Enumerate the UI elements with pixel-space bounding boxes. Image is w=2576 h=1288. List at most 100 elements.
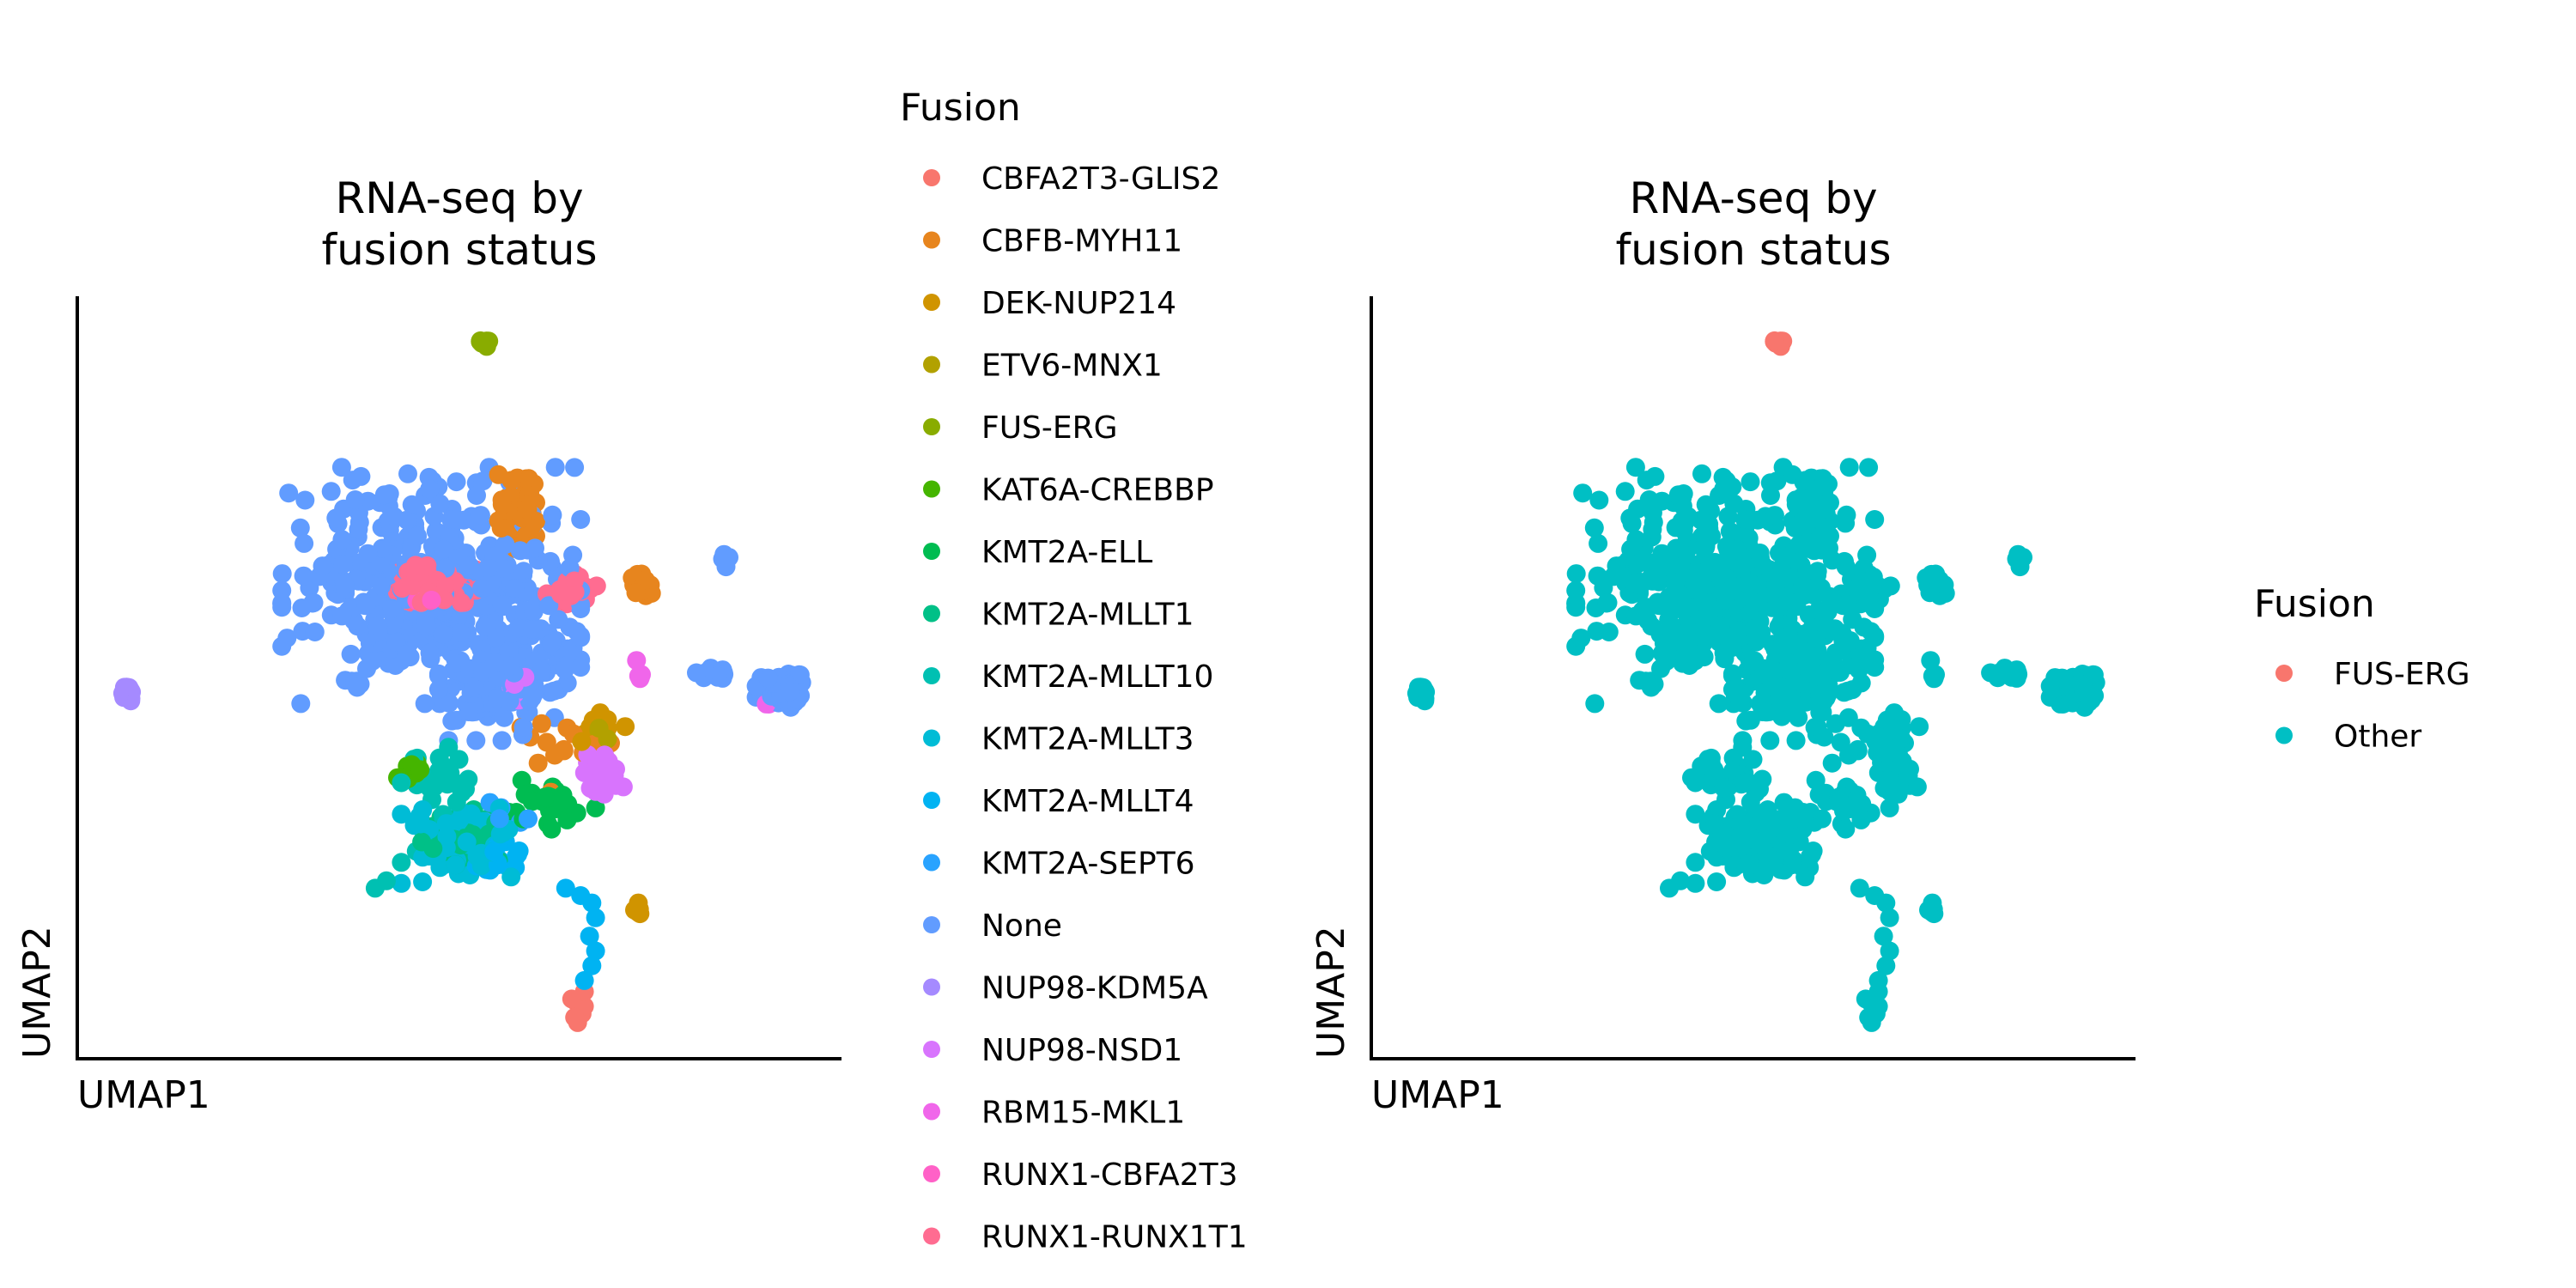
legend-label: CBFB-MYH11 xyxy=(981,224,1182,259)
scatter-point xyxy=(1686,773,1705,793)
scatter-point xyxy=(1767,471,1787,491)
scatter-point xyxy=(392,873,411,893)
legend-label: KMT2A-MLLT4 xyxy=(981,784,1194,819)
legend-key xyxy=(923,729,940,747)
legend-key xyxy=(923,418,940,435)
scatter-point xyxy=(1804,541,1824,561)
scatter-point xyxy=(303,593,322,613)
scatter-point xyxy=(332,530,352,550)
scatter-point xyxy=(1668,485,1688,505)
scatter-point xyxy=(1816,688,1836,708)
scatter-point xyxy=(413,800,433,819)
scatter-point xyxy=(459,556,479,575)
scatter-point xyxy=(516,469,536,489)
legend-label: KMT2A-ELL xyxy=(981,535,1152,570)
scatter-point xyxy=(341,644,361,664)
scatter-point xyxy=(555,659,574,679)
scatter-point xyxy=(1786,595,1806,615)
scatter-point xyxy=(1786,495,1806,514)
legend-key xyxy=(923,169,940,186)
scatter-point xyxy=(416,617,436,635)
scatter-point xyxy=(1573,483,1593,503)
scatter-point xyxy=(1811,500,1831,519)
scatter-point xyxy=(1849,659,1868,679)
scatter-point xyxy=(1910,717,1929,737)
scatter-point xyxy=(1696,495,1716,514)
legend-label: KMT2A-MLLT1 xyxy=(981,598,1194,633)
legend-label: RBM15-MKL1 xyxy=(981,1096,1185,1131)
scatter-point xyxy=(398,464,417,483)
scatter-point xyxy=(1667,538,1686,558)
scatter-point xyxy=(1727,624,1747,644)
legend-label: FUS-ERG xyxy=(981,410,1118,446)
scatter-point xyxy=(1728,539,1747,559)
scatter-point xyxy=(508,618,528,638)
scatter-point xyxy=(1620,508,1640,528)
scatter-point xyxy=(1923,893,1942,913)
legend-label: KMT2A-SEPT6 xyxy=(981,847,1195,882)
scatter-point xyxy=(1585,694,1605,714)
legend-label: KMT2A-MLLT10 xyxy=(981,659,1213,695)
scatter-point xyxy=(519,809,538,829)
scatter-point xyxy=(1408,677,1428,697)
left-legend-title: Fusion xyxy=(900,86,1021,130)
scatter-point xyxy=(1865,510,1885,529)
legend-label: ETV6-MNX1 xyxy=(981,349,1163,384)
scatter-point xyxy=(626,583,646,603)
scatter-point xyxy=(1839,745,1858,765)
legend-label: NUP98-NSD1 xyxy=(981,1033,1182,1068)
scatter-point xyxy=(1635,644,1655,664)
scatter-point xyxy=(433,624,453,644)
legend-key xyxy=(923,1165,940,1182)
scatter-point xyxy=(1806,770,1826,790)
scatter-point xyxy=(459,702,478,721)
scatter-point xyxy=(1686,853,1705,872)
scatter-point xyxy=(1722,679,1742,699)
scatter-point xyxy=(1571,629,1591,648)
scatter-point xyxy=(1741,472,1760,492)
scatter-point xyxy=(561,586,580,605)
scatter-point xyxy=(413,872,433,891)
scatter-point xyxy=(1794,656,1814,676)
scatter-point xyxy=(471,506,490,526)
scatter-point xyxy=(377,871,396,890)
scatter-point xyxy=(466,731,486,750)
scatter-point xyxy=(571,658,591,677)
scatter-point xyxy=(1782,689,1801,708)
scatter-point xyxy=(1740,855,1759,875)
scatter-point xyxy=(1822,753,1842,773)
scatter-point xyxy=(1599,623,1619,641)
right-title-line2: fusion status xyxy=(1615,225,1891,275)
scatter-point xyxy=(487,628,507,647)
scatter-point xyxy=(545,745,564,765)
scatter-point xyxy=(562,989,581,1009)
scatter-point xyxy=(457,832,477,852)
scatter-point xyxy=(332,606,352,626)
scatter-point xyxy=(1795,867,1815,887)
scatter-point xyxy=(1785,519,1805,538)
scatter-point xyxy=(1781,628,1801,647)
scatter-point xyxy=(1807,562,1827,581)
scatter-point xyxy=(549,610,568,629)
right-title-line1: RNA-seq by xyxy=(1629,173,1877,223)
scatter-point xyxy=(397,644,416,664)
scatter-point xyxy=(1880,941,1899,961)
legend-key xyxy=(923,792,940,809)
scatter-point xyxy=(485,653,504,672)
scatter-point xyxy=(331,458,351,477)
scatter-point xyxy=(410,814,430,834)
scatter-point xyxy=(553,791,573,811)
scatter-point xyxy=(279,483,299,503)
scatter-point xyxy=(627,651,647,671)
scatter-point xyxy=(405,556,425,575)
scatter-point xyxy=(1799,579,1819,598)
scatter-point xyxy=(1761,486,1780,505)
scatter-point xyxy=(1627,554,1647,574)
legend-key xyxy=(923,978,940,996)
scatter-point xyxy=(1795,471,1815,490)
scatter-point xyxy=(1802,618,1822,638)
scatter-point xyxy=(491,519,511,538)
scatter-point xyxy=(326,508,346,528)
scatter-point xyxy=(2010,557,2030,577)
